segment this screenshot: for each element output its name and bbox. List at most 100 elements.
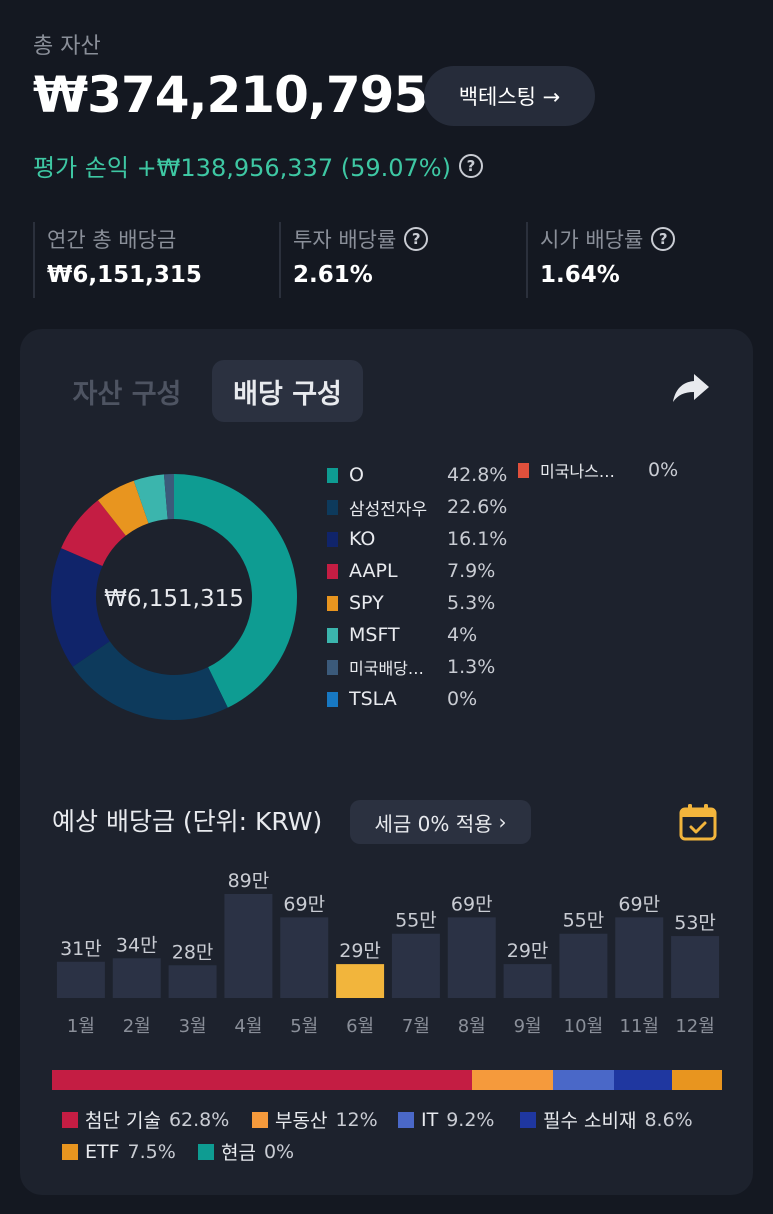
bar-category-label: 3월 [179,1016,207,1037]
bar-value-label: 28만 [172,941,214,963]
calendar-icon[interactable] [678,802,718,842]
tab-dividend-composition[interactable]: 배당 구성 [212,360,363,422]
legend-item: O 42.8% [327,459,507,491]
pnl-text: 평가 손익 +₩138,956,337 (59.07%) [33,154,451,182]
chevron-right-icon: › [498,810,507,834]
tab-asset-composition[interactable]: 자산 구성 [72,378,182,410]
sector-percent: 8.6% [644,1108,693,1131]
sector-swatch [198,1143,214,1160]
legend-swatch [327,531,338,547]
sector-percent: 12% [335,1108,378,1131]
legend-item: 미국나스… 0% [518,459,678,481]
sector-name: 필수 소비재 [543,1110,637,1132]
donut-center-value: ₩6,151,315 [104,586,244,612]
legend-name: 삼성전자우 [349,499,428,520]
legend-percent: 7.9% [447,560,496,582]
donut-slice-3 [61,500,126,567]
sector-segment-3 [614,1070,672,1090]
bar-value-label: 31만 [60,938,102,960]
help-icon[interactable]: ? [458,153,483,178]
legend-percent: 22.6% [447,496,508,518]
sector-legend-row-1: 첨단 기술 62.8% 부동산 12% IT 9.2% 필수 소비재 8.6% [62,1106,720,1133]
stat-label: 투자 배당률 [293,228,397,252]
sector-legend-item: 필수 소비재 8.6% [520,1106,720,1133]
bar-value-label: 34만 [116,934,158,956]
bar-11월[interactable] [615,917,664,998]
sector-name: 첨단 기술 [85,1110,161,1132]
bar-7월[interactable] [391,933,440,998]
legend-name: 미국배당… [349,659,424,678]
legend-swatch [327,499,338,515]
donut-slice-5 [133,474,168,524]
legend-swatch [327,595,338,611]
legend-percent: 4% [447,624,478,646]
donut-slice-1 [72,641,228,720]
bar-4월[interactable] [224,894,273,998]
sector-swatch [398,1111,414,1128]
bar-8월[interactable] [447,917,496,998]
sector-percent: 9.2% [446,1108,495,1131]
legend-percent: 16.1% [447,528,508,550]
tax-setting-button[interactable]: 세금 0% 적용 › [350,800,531,844]
bar-2월[interactable] [112,958,161,998]
legend-item: MSFT 4% [327,619,507,651]
bar-category-label: 1월 [67,1016,95,1037]
sector-legend-item: 현금 0% [198,1138,318,1165]
bar-5월[interactable] [280,917,329,998]
legend-item: 미국배당… 1.3% [327,651,507,683]
stat-annual-dividend: 연간 총 배당금 ₩6,151,315 [33,222,278,298]
sector-segment-1 [472,1070,553,1090]
total-assets-label: 총 자산 [33,34,101,59]
bar-category-label: 5월 [290,1016,318,1037]
stat-value: 1.64% [540,262,620,288]
backtest-button[interactable]: 백테스팅 → [424,66,595,126]
legend-swatch [327,659,338,675]
bar-6월[interactable] [336,964,385,998]
total-assets-value: ₩374,210,795 [33,66,428,124]
donut-slice-0 [174,474,297,708]
help-icon[interactable]: ? [651,227,676,251]
sector-percent: 0% [263,1140,295,1163]
donut-slice-4 [98,480,149,536]
bar-value-label: 53만 [674,912,716,934]
bar-value-label: 69만 [618,893,660,915]
donut-slice-2 [50,548,110,667]
stat-label: 연간 총 배당금 [47,228,177,252]
sector-swatch [62,1111,78,1128]
bar-category-label: 10월 [564,1016,603,1037]
sector-swatch [252,1111,268,1128]
donut-legend: O 42.8% 삼성전자우 22.6% KO 16.1% AAPL 7.9% S… [327,459,507,715]
help-icon[interactable]: ? [404,227,429,251]
bar-category-label: 4월 [234,1016,262,1037]
bar-3월[interactable] [168,965,217,998]
legend-name: TSLA [349,688,397,710]
legend-name: AAPL [349,560,398,582]
legend-item: TSLA 0% [327,683,507,715]
legend-item: KO 16.1% [327,523,507,555]
bar-12월[interactable] [671,936,720,998]
legend-swatch [327,627,338,643]
share-icon[interactable] [671,368,711,408]
sector-name: IT [421,1108,439,1131]
bar-category-label: 7월 [402,1016,430,1037]
bar-value-label: 69만 [283,893,325,915]
bar-category-label: 6월 [346,1016,374,1037]
sector-segment-2 [552,1070,615,1090]
donut-slice-6 [163,474,174,520]
composition-card [20,329,753,1195]
bar-category-label: 12월 [675,1016,714,1037]
stat-value: ₩6,151,315 [47,262,202,288]
legend-name: KO [349,528,376,550]
legend-name: 미국나스… [540,462,615,481]
bar-value-label: 55만 [563,910,605,932]
sector-name: 현금 [221,1142,256,1164]
bar-category-label: 9월 [514,1016,542,1037]
legend-percent: 42.8% [447,464,508,486]
stat-market-yield: 시가 배당률? 1.64% [526,222,766,298]
bar-10월[interactable] [559,933,608,998]
bar-value-label: 55만 [395,910,437,932]
bar-9월[interactable] [503,964,552,998]
stat-investment-yield: 투자 배당률? 2.61% [279,222,524,298]
bar-1월[interactable] [56,961,105,998]
sector-name: 부동산 [275,1110,328,1132]
